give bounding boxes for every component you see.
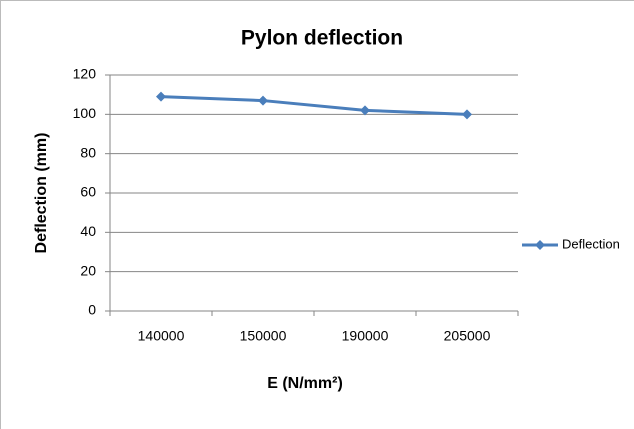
x-tick-label: 150000	[240, 328, 287, 344]
data-point	[156, 91, 166, 102]
x-tick-label: 205000	[444, 328, 491, 344]
y-tick-label: 80	[80, 144, 96, 160]
y-tick-label: 20	[80, 262, 96, 278]
data-point	[462, 109, 472, 120]
y-tick-label: 0	[88, 302, 96, 318]
data-point	[258, 95, 268, 106]
x-axis-label: E (N/mm²)	[267, 375, 343, 392]
x-tick-label: 190000	[342, 328, 389, 344]
chart-title: Pylon deflection	[241, 27, 403, 50]
x-tick-label: 140000	[138, 328, 185, 344]
legend-label: Deflection	[562, 236, 620, 251]
legend-marker	[535, 240, 545, 250]
series-line	[160, 95, 468, 116]
y-tick-label: 40	[80, 223, 96, 239]
y-tick-label: 60	[80, 184, 96, 200]
y-axis-label: Deflection (mm)	[33, 133, 50, 254]
data-point	[360, 105, 370, 116]
y-tick-label: 120	[73, 66, 97, 82]
y-tick-label: 100	[73, 105, 97, 121]
